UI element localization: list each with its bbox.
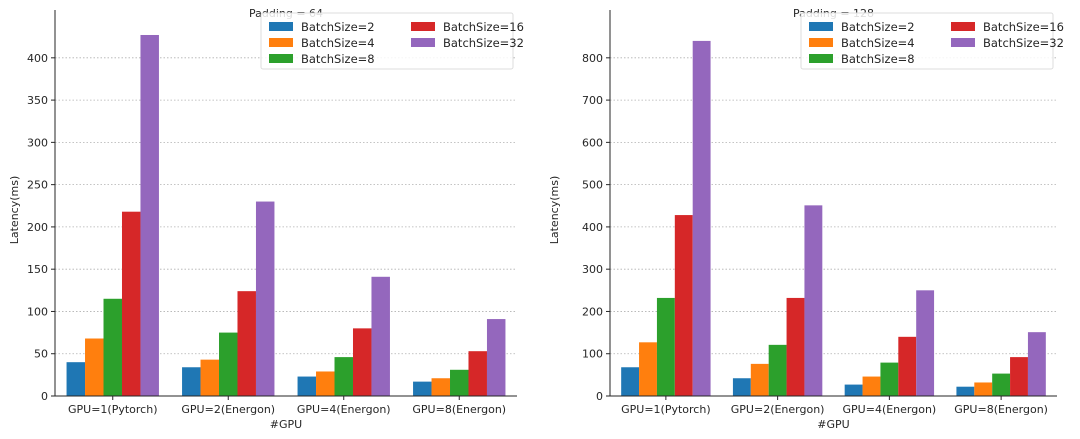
bar-batchsize-4-2 bbox=[316, 371, 335, 396]
x-tick-label-3: GPU=8(Energon) bbox=[954, 403, 1048, 416]
bar-batchsize-2-1 bbox=[732, 378, 751, 396]
bar-batchsize-8-3 bbox=[450, 369, 469, 396]
y-tick-label-5: 500 bbox=[582, 179, 603, 192]
bar-batchsize-8-2 bbox=[334, 357, 353, 396]
bar-batchsize-32-3 bbox=[1027, 332, 1046, 396]
bar-batchsize-8-2 bbox=[880, 362, 899, 396]
y-tick-label-4: 200 bbox=[27, 221, 48, 234]
y-tick-label-2: 200 bbox=[582, 305, 603, 318]
bar-batchsize-8-1 bbox=[219, 332, 238, 396]
legend-swatch-batchsize-4 bbox=[809, 38, 833, 47]
bar-batchsize-32-3 bbox=[486, 319, 506, 396]
bar-batchsize-8-0 bbox=[656, 297, 675, 396]
x-tick-label-1: GPU=2(Energon) bbox=[731, 403, 825, 416]
legend-label-batchsize-16: BatchSize=16 bbox=[443, 20, 524, 34]
bar-batchsize-32-1 bbox=[255, 201, 275, 396]
legend-label-batchsize-32: BatchSize=32 bbox=[983, 36, 1064, 50]
bar-batchsize-2-2 bbox=[844, 384, 863, 396]
bar-batchsize-8-1 bbox=[768, 344, 787, 396]
bar-batchsize-4-2 bbox=[862, 376, 881, 396]
bar-batchsize-2-0 bbox=[66, 362, 86, 396]
legend-label-batchsize-8: BatchSize=8 bbox=[301, 52, 375, 66]
y-tick-label-1: 50 bbox=[34, 348, 48, 361]
x-tick-label-3: GPU=8(Energon) bbox=[412, 403, 506, 416]
x-axis-title: #GPU bbox=[270, 418, 302, 431]
chart-padding-128: 0 100 200 300 400 500 600 700 800 GPU=1(Pytorch) G… bbox=[548, 7, 1064, 431]
legend-frame bbox=[260, 12, 514, 70]
x-tick-label-0: GPU=1(Pytorch) bbox=[68, 403, 158, 416]
y-axis-title: Latency(ms) bbox=[548, 176, 561, 245]
bar-batchsize-16-0 bbox=[121, 211, 141, 396]
bar-batchsize-2-0 bbox=[621, 367, 640, 396]
bar-batchsize-8-0 bbox=[103, 298, 122, 396]
bar-batchsize-2-3 bbox=[413, 381, 432, 396]
bar-batchsize-32-2 bbox=[916, 290, 935, 396]
x-tick-label-1: GPU=2(Energon) bbox=[181, 403, 275, 416]
legend-label-batchsize-4: BatchSize=4 bbox=[301, 36, 375, 50]
y-tick-label-0: 0 bbox=[596, 390, 603, 403]
bar-batchsize-2-2 bbox=[297, 376, 317, 396]
bar-batchsize-4-3 bbox=[431, 378, 451, 396]
bar-batchsize-32-0 bbox=[692, 40, 711, 397]
y-tick-label-4: 400 bbox=[582, 221, 603, 234]
bar-batchsize-16-2 bbox=[898, 336, 917, 396]
legend-swatch-batchsize-16 bbox=[411, 22, 435, 31]
legend: BatchSize=2 BatchSize=4 BatchSize=8 BatchSi… bbox=[260, 12, 524, 70]
y-tick-label-7: 350 bbox=[27, 94, 48, 107]
bar-batchsize-16-3 bbox=[1010, 357, 1028, 396]
y-tick-label-3: 300 bbox=[582, 263, 603, 276]
y-tick-label-8: 400 bbox=[27, 52, 48, 65]
bar-batchsize-16-0 bbox=[674, 215, 693, 396]
legend-label-batchsize-8: BatchSize=8 bbox=[841, 52, 915, 66]
x-axis-title: #GPU bbox=[817, 418, 849, 431]
bar-batchsize-4-1 bbox=[750, 363, 769, 396]
legend-swatch-batchsize-2 bbox=[269, 22, 293, 31]
y-tick-label-6: 600 bbox=[582, 136, 603, 149]
y-tick-label-6: 300 bbox=[27, 136, 48, 149]
legend-label-batchsize-16: BatchSize=16 bbox=[983, 20, 1064, 34]
legend-swatch-batchsize-16 bbox=[951, 22, 975, 31]
y-tick-label-5: 250 bbox=[27, 179, 48, 192]
bar-batchsize-8-3 bbox=[992, 373, 1011, 396]
bar-batchsize-16-3 bbox=[468, 351, 487, 396]
y-tick-label-2: 100 bbox=[27, 305, 48, 318]
bar-batchsize-4-3 bbox=[974, 382, 993, 396]
y-tick-label-0: 0 bbox=[41, 390, 48, 403]
legend-swatch-batchsize-8 bbox=[269, 54, 293, 63]
legend-label-batchsize-4: BatchSize=4 bbox=[841, 36, 915, 50]
legend-swatch-batchsize-4 bbox=[269, 38, 293, 47]
bar-batchsize-2-3 bbox=[956, 386, 975, 396]
bar-batchsize-32-0 bbox=[140, 34, 159, 397]
y-tick-label-7: 700 bbox=[582, 94, 603, 107]
legend-frame bbox=[800, 12, 1054, 70]
y-tick-label-1: 100 bbox=[582, 348, 603, 361]
y-axis-title: Latency(ms) bbox=[8, 176, 21, 245]
x-tick-label-2: GPU=4(Energon) bbox=[843, 403, 937, 416]
legend-label-batchsize-2: BatchSize=2 bbox=[841, 20, 915, 34]
y-tick-label-8: 800 bbox=[582, 52, 603, 65]
legend-swatch-batchsize-2 bbox=[809, 22, 833, 31]
x-tick-label-0: GPU=1(Pytorch) bbox=[621, 403, 711, 416]
bar-batchsize-4-0 bbox=[639, 342, 657, 396]
bar-batchsize-2-1 bbox=[182, 367, 201, 396]
legend: BatchSize=2 BatchSize=4 BatchSize=8 BatchSi… bbox=[800, 12, 1064, 70]
bar-batchsize-4-1 bbox=[200, 359, 220, 396]
bar-batchsize-32-2 bbox=[371, 276, 390, 396]
chart-padding-64: 0 50 100 150 200 250 300 350 400 GPU=1(Pytorch) GP… bbox=[8, 7, 524, 431]
bar-batchsize-16-1 bbox=[786, 297, 805, 396]
legend-label-batchsize-32: BatchSize=32 bbox=[443, 36, 524, 50]
legend-swatch-batchsize-8 bbox=[809, 54, 833, 63]
legend-label-batchsize-2: BatchSize=2 bbox=[301, 20, 375, 34]
legend-swatch-batchsize-32 bbox=[951, 38, 975, 47]
legend-swatch-batchsize-32 bbox=[411, 38, 435, 47]
x-tick-label-2: GPU=4(Energon) bbox=[297, 403, 391, 416]
bar-batchsize-4-0 bbox=[85, 338, 104, 396]
bar-batchsize-16-2 bbox=[352, 328, 372, 396]
bar-batchsize-32-1 bbox=[804, 205, 823, 396]
bar-batchsize-16-1 bbox=[237, 291, 256, 396]
y-tick-label-3: 150 bbox=[27, 263, 48, 276]
